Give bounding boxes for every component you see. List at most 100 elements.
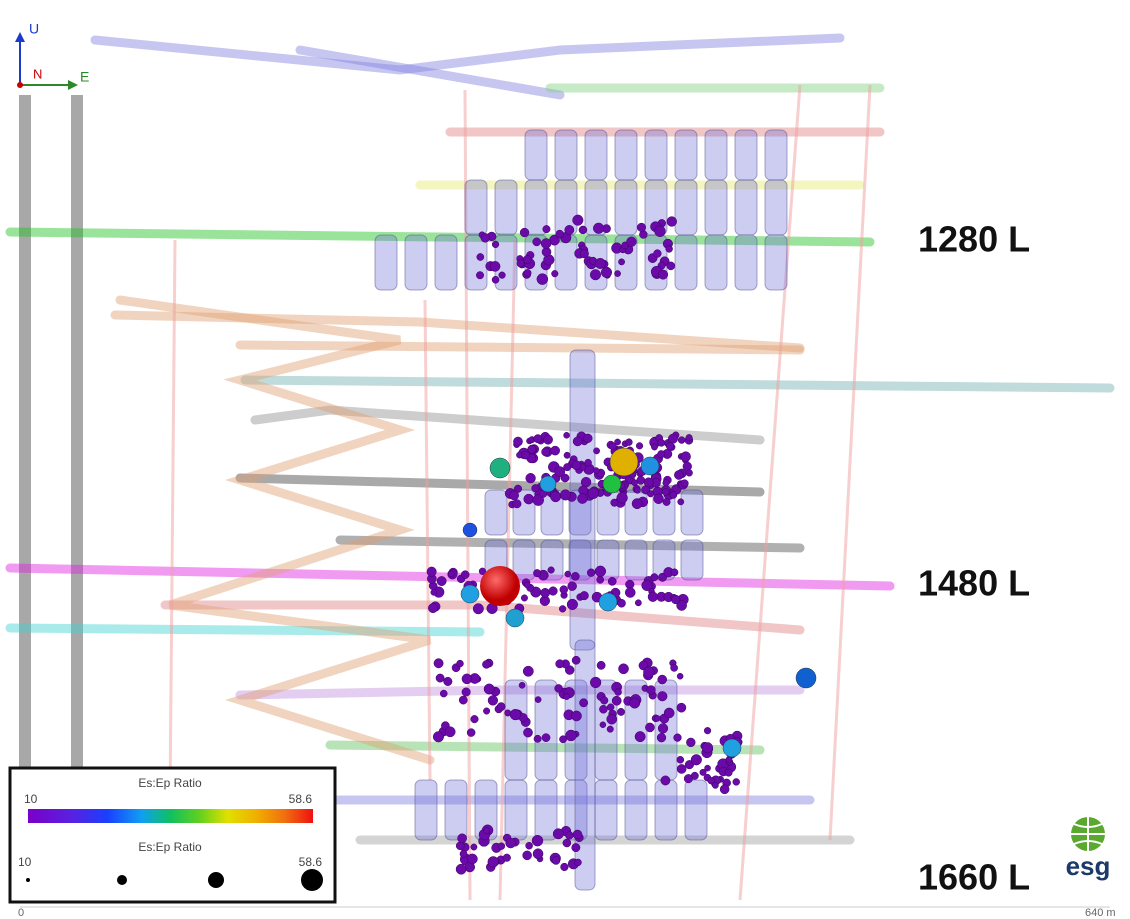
event: [663, 480, 670, 487]
size-sample: [208, 872, 224, 888]
event: [654, 250, 662, 258]
event: [636, 443, 643, 450]
event: [526, 842, 533, 849]
event: [498, 843, 505, 850]
event: [552, 856, 560, 864]
event: [524, 269, 531, 276]
event: [580, 591, 589, 600]
event: [796, 668, 816, 688]
stope: [505, 780, 527, 840]
event: [593, 223, 604, 234]
event: [542, 734, 550, 742]
event: [651, 444, 657, 450]
event: [723, 739, 741, 757]
event: [476, 272, 483, 279]
event: [471, 715, 479, 723]
event: [654, 494, 664, 504]
size-sample: [26, 878, 30, 882]
event: [635, 600, 641, 606]
orientation-axes: U N E: [15, 21, 89, 90]
event: [550, 492, 560, 502]
event: [564, 432, 570, 438]
event: [506, 838, 516, 848]
event: [667, 217, 677, 227]
event: [618, 664, 628, 674]
stope: [765, 180, 787, 235]
event: [483, 708, 489, 714]
event: [642, 580, 653, 591]
stope: [435, 235, 457, 290]
event: [657, 450, 665, 458]
stope: [465, 235, 487, 290]
event: [725, 769, 732, 776]
event: [658, 270, 667, 279]
event: [480, 566, 520, 606]
stope: [575, 640, 595, 890]
event: [492, 276, 499, 283]
event: [524, 582, 530, 588]
arrow: [68, 80, 78, 90]
event: [440, 690, 447, 697]
event: [431, 589, 437, 595]
event: [467, 729, 475, 737]
event: [658, 675, 667, 684]
event: [678, 437, 685, 444]
up-label: U: [29, 21, 39, 37]
event: [683, 462, 692, 471]
event: [526, 473, 536, 483]
raise: [830, 85, 870, 840]
event: [556, 230, 564, 238]
event: [503, 854, 511, 862]
event: [523, 666, 533, 676]
stope: [625, 780, 647, 840]
event: [644, 478, 653, 487]
event: [700, 769, 706, 775]
event: [666, 442, 674, 450]
event: [720, 785, 729, 794]
event: [577, 494, 587, 504]
stope: [735, 235, 757, 290]
stope: [495, 180, 517, 235]
event: [456, 864, 466, 874]
event: [637, 476, 645, 484]
stope: [675, 130, 697, 180]
event: [593, 448, 599, 454]
event: [614, 270, 620, 276]
event: [663, 498, 670, 505]
event: [549, 587, 558, 596]
event: [555, 684, 563, 692]
stope: [675, 235, 697, 290]
stope: [445, 780, 467, 840]
event: [488, 696, 498, 706]
scale-start: 0: [18, 907, 24, 919]
stope: [765, 130, 787, 180]
event: [645, 723, 654, 732]
event: [702, 742, 713, 753]
stope: [615, 180, 637, 235]
event: [573, 830, 582, 839]
stope: [405, 235, 427, 290]
event: [523, 851, 532, 860]
event: [565, 571, 571, 577]
event: [444, 677, 453, 686]
event: [492, 241, 499, 248]
event: [566, 730, 577, 741]
event: [463, 523, 477, 537]
legend-title: Es:Ep Ratio: [138, 840, 202, 854]
event: [509, 491, 518, 500]
event: [473, 604, 483, 614]
stope: [505, 680, 527, 780]
event: [565, 225, 574, 234]
event: [629, 698, 639, 708]
event: [677, 756, 684, 763]
event: [658, 724, 668, 734]
event: [433, 732, 444, 743]
east-label: E: [80, 69, 89, 85]
event: [587, 569, 595, 577]
event: [534, 735, 541, 742]
event: [686, 738, 695, 747]
event: [460, 850, 467, 857]
event: [668, 434, 677, 443]
event: [607, 714, 617, 724]
event: [691, 754, 702, 765]
